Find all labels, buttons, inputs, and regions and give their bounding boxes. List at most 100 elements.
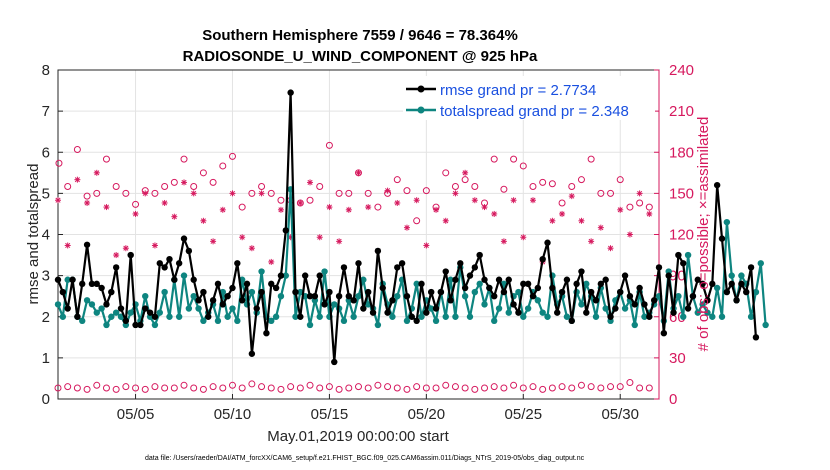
- rmse-point: [713, 181, 721, 189]
- possible-point: [413, 217, 421, 225]
- data-marks: [54, 89, 769, 393]
- rmse-point: [442, 268, 449, 275]
- rmse-point: [180, 235, 188, 242]
- rmse-point: [74, 313, 81, 320]
- possible-point: [219, 162, 227, 170]
- totalspread-point: [583, 280, 590, 288]
- possible_low-point: [180, 381, 188, 389]
- assimilated-point: [258, 190, 265, 197]
- totalspread-point: [156, 309, 163, 316]
- assimilated-point: [520, 234, 527, 241]
- rmse-point: [374, 247, 382, 255]
- totalspread-point: [738, 272, 745, 279]
- rmse-point: [263, 330, 270, 337]
- rmse-point: [83, 241, 91, 248]
- possible_low-point: [54, 384, 62, 392]
- rmse-point: [175, 260, 183, 267]
- rmse-point: [432, 305, 440, 312]
- possible_low-point: [325, 383, 333, 391]
- right-tick-label: 120: [669, 227, 694, 244]
- possible-point: [645, 203, 653, 211]
- rmse-point: [69, 276, 76, 283]
- possible_low-point: [132, 384, 140, 392]
- possible-point: [122, 189, 130, 197]
- possible-point: [374, 203, 382, 211]
- rmse-point: [224, 292, 231, 300]
- possible-point: [568, 183, 576, 191]
- totalspread-point: [180, 272, 188, 279]
- rmse-point: [680, 260, 687, 267]
- totalspread-point: [195, 305, 202, 312]
- assimilated-point: [549, 217, 556, 224]
- rmse-point: [389, 297, 396, 304]
- possible_low-point: [490, 383, 498, 391]
- possible-point: [422, 187, 430, 195]
- possible_low-point: [209, 383, 217, 391]
- totalspread-point: [166, 313, 173, 320]
- possible-point: [316, 183, 324, 191]
- rmse-point: [529, 292, 537, 300]
- rmse-point: [534, 284, 542, 292]
- totalspread-point: [59, 313, 67, 320]
- totalspread-point: [103, 321, 110, 329]
- possible_low-point: [335, 385, 343, 393]
- totalspread-point: [268, 317, 275, 325]
- totalspread-point: [112, 309, 120, 316]
- possible_low-point: [122, 383, 130, 391]
- totalspread-point: [98, 305, 105, 312]
- rmse-point: [122, 317, 130, 325]
- rmse-point: [127, 251, 134, 259]
- totalspread-point: [175, 313, 183, 320]
- left-tick-label: 7: [42, 103, 50, 120]
- possible_low-point: [170, 384, 178, 392]
- right-tick-label: 30: [669, 350, 686, 367]
- assimilated-point: [471, 197, 478, 204]
- totalspread-point: [277, 292, 285, 300]
- possible_low-point: [102, 384, 110, 392]
- rmse-point: [486, 284, 493, 292]
- rmse-point: [631, 301, 638, 308]
- possible-point: [277, 196, 285, 204]
- totalspread-point: [578, 301, 585, 308]
- possible_low-point: [529, 383, 537, 391]
- rmse-point: [408, 313, 416, 320]
- rmse-point: [306, 292, 314, 300]
- rmse-point: [418, 280, 425, 288]
- totalspread-point: [505, 309, 512, 316]
- assimilated-point: [113, 252, 120, 259]
- totalspread-point: [476, 280, 483, 288]
- totalspread-point: [718, 313, 726, 320]
- possible_low-point: [471, 385, 479, 393]
- possible_low-point: [316, 384, 324, 392]
- totalspread-point: [684, 251, 692, 259]
- assimilated-point: [93, 169, 100, 176]
- rmse-point: [238, 297, 246, 304]
- rmse-point: [709, 280, 716, 288]
- possible-point: [500, 185, 508, 193]
- possible-point: [209, 178, 217, 186]
- rmse-point: [743, 288, 750, 296]
- rmse-point: [670, 309, 677, 316]
- rmse-point: [151, 313, 159, 320]
- possible-point: [170, 178, 178, 186]
- rmse-point: [234, 260, 241, 267]
- possible_low-point: [636, 384, 644, 392]
- totalspread-point: [151, 321, 159, 329]
- rmse-point: [268, 280, 275, 288]
- assimilated-point: [355, 169, 362, 176]
- possible-point: [626, 203, 634, 211]
- rmse-point: [326, 288, 333, 296]
- totalspread-point: [621, 305, 629, 312]
- left-y-axis: 0 1 2 3 4 5 6 7 8: [42, 62, 63, 408]
- x-tick-label: 05/10: [214, 406, 252, 423]
- possible_low-point: [141, 385, 149, 393]
- possible-point: [132, 200, 140, 208]
- x-axis: 05/05 05/10 05/15 05/20 05/25 05/30: [117, 394, 639, 423]
- totalspread-point: [641, 313, 648, 320]
- rmse-point: [452, 276, 459, 283]
- totalspread-point: [297, 288, 304, 296]
- rmse-point: [146, 309, 154, 316]
- totalspread-point: [418, 313, 425, 320]
- possible_low-point: [539, 385, 547, 393]
- totalspread-point: [282, 272, 289, 279]
